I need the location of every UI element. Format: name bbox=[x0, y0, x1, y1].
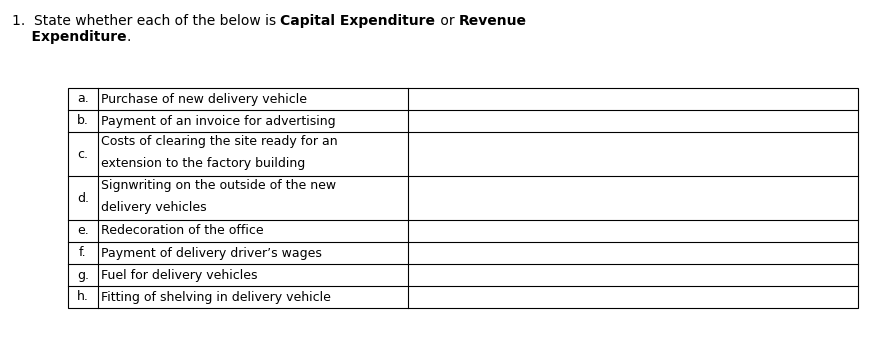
Text: Expenditure: Expenditure bbox=[12, 30, 126, 44]
Text: 1.  State whether each of the below is: 1. State whether each of the below is bbox=[12, 14, 280, 28]
Text: Purchase of new delivery vehicle: Purchase of new delivery vehicle bbox=[101, 93, 307, 105]
Text: or: or bbox=[435, 14, 458, 28]
Text: Capital Expenditure: Capital Expenditure bbox=[280, 14, 435, 28]
Text: Fitting of shelving in delivery vehicle: Fitting of shelving in delivery vehicle bbox=[101, 291, 331, 303]
Text: Redecoration of the office: Redecoration of the office bbox=[101, 224, 263, 238]
Text: extension to the factory building: extension to the factory building bbox=[101, 157, 305, 170]
Text: b.: b. bbox=[77, 115, 89, 127]
Text: delivery vehicles: delivery vehicles bbox=[101, 201, 206, 214]
Text: Signwriting on the outside of the new: Signwriting on the outside of the new bbox=[101, 179, 336, 192]
Text: a.: a. bbox=[77, 93, 89, 105]
Text: Fuel for delivery vehicles: Fuel for delivery vehicles bbox=[101, 268, 257, 281]
Text: Payment of an invoice for advertising: Payment of an invoice for advertising bbox=[101, 115, 335, 127]
Text: .: . bbox=[126, 30, 131, 44]
Text: d.: d. bbox=[77, 192, 89, 204]
Text: e.: e. bbox=[77, 224, 89, 238]
Text: Revenue: Revenue bbox=[458, 14, 526, 28]
Text: Costs of clearing the site ready for an: Costs of clearing the site ready for an bbox=[101, 135, 338, 148]
Bar bbox=[68, 88, 857, 308]
Text: c.: c. bbox=[77, 147, 89, 160]
Text: f.: f. bbox=[79, 246, 87, 259]
Text: Payment of delivery driver’s wages: Payment of delivery driver’s wages bbox=[101, 246, 322, 259]
Text: h.: h. bbox=[77, 291, 89, 303]
Text: g.: g. bbox=[77, 268, 89, 281]
